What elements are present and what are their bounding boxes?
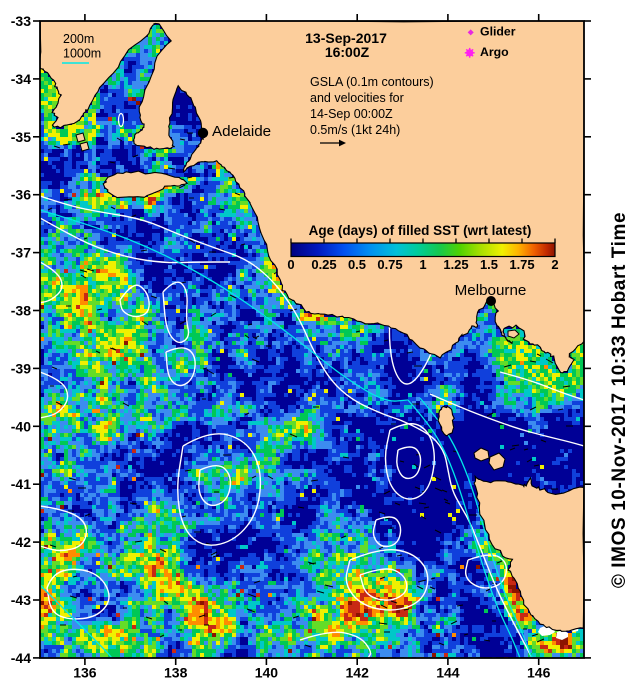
svg-text:136: 136 — [73, 665, 97, 681]
svg-text:-43: -43 — [11, 592, 31, 608]
svg-text:-38: -38 — [11, 303, 31, 319]
svg-text:14-Sep 00:00Z: 14-Sep 00:00Z — [310, 107, 393, 121]
svg-text:0.5m/s (1kt 24h): 0.5m/s (1kt 24h) — [310, 123, 400, 137]
svg-text:-35: -35 — [11, 129, 31, 145]
svg-text:13-Sep-2017: 13-Sep-2017 — [305, 30, 387, 46]
svg-text:146: 146 — [527, 665, 551, 681]
svg-text:Argo: Argo — [480, 45, 509, 59]
svg-text:16:00Z: 16:00Z — [325, 44, 370, 60]
svg-text:-33: -33 — [11, 13, 31, 29]
svg-text:1: 1 — [419, 257, 426, 272]
svg-text:© IMOS 10-Nov-2017 10:33 Hobar: © IMOS 10-Nov-2017 10:33 Hobart Time — [609, 212, 627, 588]
svg-text:-34: -34 — [11, 71, 31, 87]
svg-text:Melbourne: Melbourne — [455, 282, 527, 299]
svg-text:1.75: 1.75 — [509, 257, 534, 272]
svg-text:0: 0 — [287, 257, 294, 272]
svg-text:-41: -41 — [11, 476, 31, 492]
svg-text:-37: -37 — [11, 245, 31, 261]
svg-text:142: 142 — [346, 665, 370, 681]
svg-text:0.75: 0.75 — [377, 257, 402, 272]
svg-text:-40: -40 — [11, 418, 31, 434]
svg-text:Glider: Glider — [480, 24, 516, 38]
svg-text:1000m: 1000m — [63, 47, 101, 61]
svg-text:GSLA (0.1m contours): GSLA (0.1m contours) — [310, 75, 434, 89]
svg-text:-36: -36 — [11, 187, 31, 203]
svg-text:-42: -42 — [11, 534, 31, 550]
svg-text:-39: -39 — [11, 360, 31, 376]
svg-text:140: 140 — [255, 665, 279, 681]
svg-text:144: 144 — [436, 665, 460, 681]
svg-text:and velocities for: and velocities for — [310, 91, 404, 105]
svg-text:1.5: 1.5 — [480, 257, 498, 272]
svg-text:138: 138 — [164, 665, 188, 681]
svg-text:1.25: 1.25 — [443, 257, 468, 272]
svg-text:200m: 200m — [63, 32, 94, 46]
svg-text:2: 2 — [551, 257, 558, 272]
svg-text:0.25: 0.25 — [311, 257, 336, 272]
svg-text:Age (days) of filled SST (wrt: Age (days) of filled SST (wrt latest) — [309, 223, 532, 238]
svg-text:Adelaide: Adelaide — [212, 123, 271, 140]
svg-text:0.5: 0.5 — [348, 257, 366, 272]
svg-text:-44: -44 — [11, 650, 31, 666]
